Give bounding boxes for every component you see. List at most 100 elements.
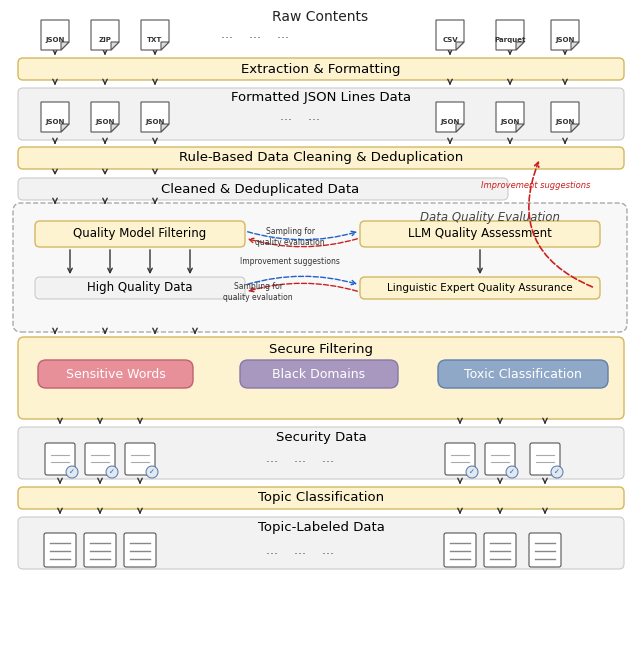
Text: JSON: JSON [95,119,115,125]
Circle shape [506,466,518,478]
Text: Raw Contents: Raw Contents [272,10,368,24]
FancyBboxPatch shape [124,533,156,567]
Text: ✓: ✓ [469,469,475,475]
PathPatch shape [91,20,119,50]
Text: ✓: ✓ [509,469,515,475]
Text: Improvement suggestions: Improvement suggestions [481,182,590,191]
FancyBboxPatch shape [484,533,516,567]
FancyBboxPatch shape [438,360,608,388]
FancyBboxPatch shape [360,221,600,247]
FancyBboxPatch shape [18,88,624,140]
PathPatch shape [436,20,464,50]
PathPatch shape [516,42,524,50]
Text: TXT: TXT [147,37,163,43]
PathPatch shape [456,124,464,132]
FancyBboxPatch shape [44,533,76,567]
Text: Black Domains: Black Domains [273,368,365,380]
PathPatch shape [496,102,524,132]
Text: ✓: ✓ [109,469,115,475]
FancyBboxPatch shape [125,443,155,475]
PathPatch shape [161,42,169,50]
PathPatch shape [61,42,69,50]
FancyBboxPatch shape [35,277,245,299]
PathPatch shape [551,102,579,132]
PathPatch shape [111,124,119,132]
FancyBboxPatch shape [485,443,515,475]
PathPatch shape [111,42,119,50]
Text: ...    ...    ...: ... ... ... [266,544,334,557]
FancyBboxPatch shape [18,427,624,479]
Text: ✓: ✓ [554,469,560,475]
PathPatch shape [456,42,464,50]
PathPatch shape [141,20,169,50]
Text: JSON: JSON [45,37,65,43]
Text: Secure Filtering: Secure Filtering [269,344,373,357]
Text: ✓: ✓ [69,469,75,475]
FancyBboxPatch shape [85,443,115,475]
PathPatch shape [161,124,169,132]
Text: Parquet: Parquet [494,37,525,43]
Text: ...    ...: ... ... [280,111,320,124]
Text: Improvement suggestions: Improvement suggestions [240,258,340,266]
Circle shape [106,466,118,478]
FancyBboxPatch shape [18,487,624,509]
Circle shape [551,466,563,478]
Text: JSON: JSON [440,119,460,125]
Text: Sampling for
quality evaluation: Sampling for quality evaluation [255,227,325,247]
PathPatch shape [141,102,169,132]
Text: JSON: JSON [556,119,575,125]
Text: ...    ...    ...: ... ... ... [221,29,289,42]
Text: JSON: JSON [145,119,164,125]
PathPatch shape [571,124,579,132]
Text: Topic-Labeled Data: Topic-Labeled Data [257,521,385,534]
Text: Sensitive Words: Sensitive Words [66,368,165,380]
FancyBboxPatch shape [445,443,475,475]
FancyBboxPatch shape [45,443,75,475]
Text: ZIP: ZIP [99,37,111,43]
Text: High Quality Data: High Quality Data [87,281,193,294]
FancyBboxPatch shape [35,221,245,247]
Text: Security Data: Security Data [276,432,366,445]
FancyBboxPatch shape [18,178,508,200]
Circle shape [66,466,78,478]
FancyBboxPatch shape [360,277,600,299]
Text: ...    ...    ...: ... ... ... [266,452,334,465]
FancyBboxPatch shape [529,533,561,567]
Text: JSON: JSON [45,119,65,125]
FancyBboxPatch shape [18,147,624,169]
Text: Linguistic Expert Quality Assurance: Linguistic Expert Quality Assurance [387,283,573,293]
PathPatch shape [516,124,524,132]
Text: Formatted JSON Lines Data: Formatted JSON Lines Data [231,92,411,105]
FancyBboxPatch shape [240,360,398,388]
PathPatch shape [41,102,69,132]
Text: CSV: CSV [442,37,458,43]
FancyBboxPatch shape [18,517,624,569]
PathPatch shape [41,20,69,50]
PathPatch shape [61,124,69,132]
Text: JSON: JSON [556,37,575,43]
FancyBboxPatch shape [444,533,476,567]
FancyBboxPatch shape [84,533,116,567]
PathPatch shape [571,42,579,50]
FancyBboxPatch shape [13,203,627,332]
Text: Rule-Based Data Cleaning & Deduplication: Rule-Based Data Cleaning & Deduplication [179,152,463,165]
Circle shape [146,466,158,478]
FancyBboxPatch shape [18,58,624,80]
PathPatch shape [551,20,579,50]
FancyBboxPatch shape [38,360,193,388]
FancyBboxPatch shape [530,443,560,475]
Text: LLM Quality Assessment: LLM Quality Assessment [408,227,552,240]
FancyBboxPatch shape [18,337,624,419]
PathPatch shape [496,20,524,50]
Text: Toxic Classification: Toxic Classification [464,368,582,380]
Text: ✓: ✓ [149,469,155,475]
PathPatch shape [91,102,119,132]
Text: Extraction & Formatting: Extraction & Formatting [241,62,401,76]
Text: Data Quality Evaluation: Data Quality Evaluation [420,210,560,223]
Text: JSON: JSON [500,119,520,125]
Text: Sampling for
quality evaluation: Sampling for quality evaluation [223,283,293,301]
Circle shape [466,466,478,478]
Text: Cleaned & Deduplicated Data: Cleaned & Deduplicated Data [161,182,359,195]
Text: Quality Model Filtering: Quality Model Filtering [74,227,207,240]
Text: Topic Classification: Topic Classification [258,492,384,505]
